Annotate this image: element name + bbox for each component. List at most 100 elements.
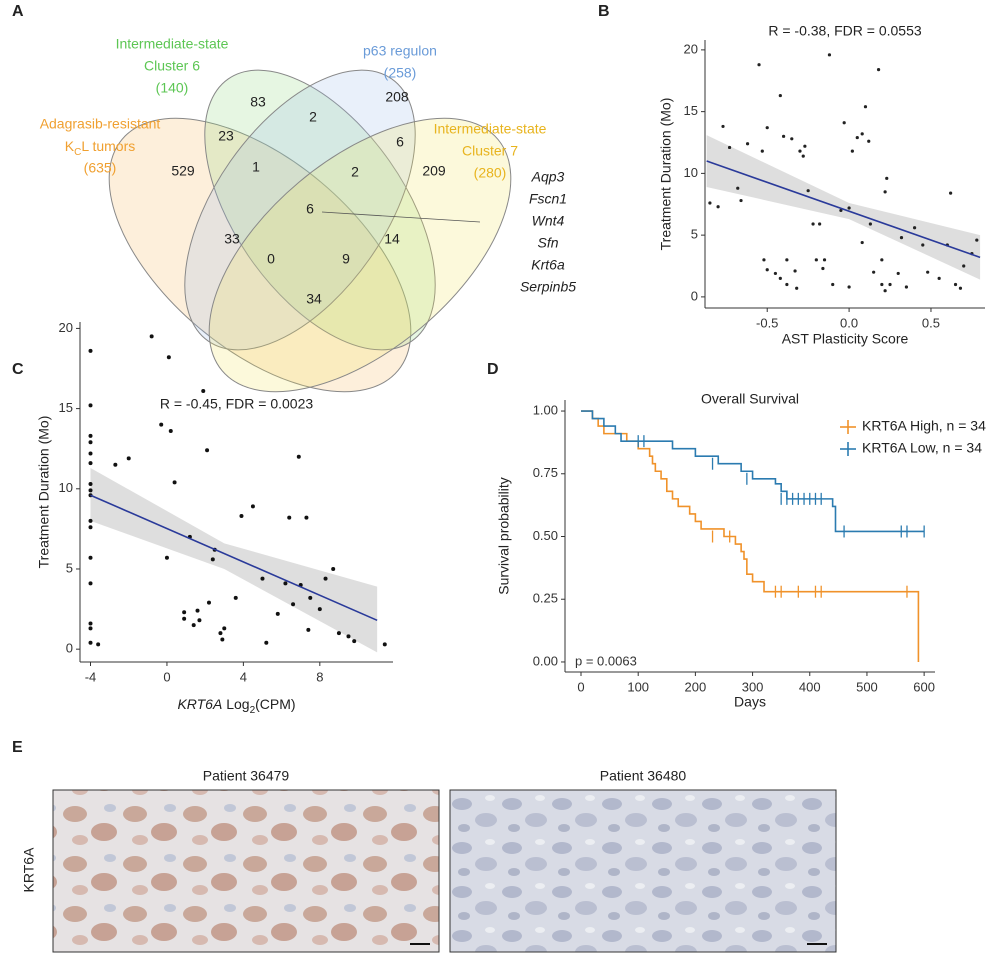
point	[765, 126, 769, 130]
point	[88, 488, 93, 493]
point	[842, 121, 846, 125]
point	[727, 145, 732, 150]
point	[855, 135, 859, 140]
point	[798, 149, 802, 153]
point	[765, 268, 769, 272]
y-tick-label: 15	[59, 400, 73, 415]
point	[781, 134, 786, 138]
point	[191, 623, 196, 628]
set-label: Adagrasib-resistant	[40, 116, 161, 132]
point	[323, 576, 328, 581]
point	[811, 222, 815, 226]
x-tick-label: 0	[163, 669, 170, 684]
point	[883, 190, 887, 194]
point	[757, 63, 761, 67]
gene: Wnt4	[532, 213, 565, 229]
row-label: KRT6A	[21, 847, 37, 893]
point	[352, 639, 357, 644]
set-label: Cluster 7	[462, 143, 518, 159]
point	[975, 238, 979, 242]
point	[883, 289, 887, 293]
y-tick-label: 0.25	[533, 591, 558, 606]
gene: Serpinb5	[520, 279, 576, 295]
point	[220, 637, 225, 642]
x-tick-label: 600	[913, 679, 935, 694]
y-tick-label: 20	[684, 41, 698, 56]
y-tick-label: 10	[59, 480, 73, 495]
x-tick-label: 0	[577, 679, 584, 694]
region-count: 9	[342, 251, 350, 267]
point	[949, 191, 953, 195]
region-count: 2	[309, 109, 317, 125]
point	[336, 631, 341, 636]
panel-letter: B	[598, 3, 610, 20]
point	[275, 611, 280, 616]
gene: Sfn	[537, 235, 558, 251]
point	[803, 144, 807, 148]
point	[896, 271, 900, 276]
venn-set	[208, 117, 512, 393]
point	[283, 581, 288, 586]
x-axis-label: AST Plasticity Score	[782, 331, 909, 347]
venn-set	[204, 69, 436, 351]
point	[195, 608, 200, 613]
point	[760, 149, 764, 153]
panel-letter: D	[487, 361, 499, 378]
point	[904, 285, 909, 289]
ihc-image	[52, 789, 440, 953]
point	[708, 201, 712, 205]
point	[308, 595, 313, 600]
point	[778, 93, 782, 98]
region-count: 529	[171, 163, 195, 179]
point	[346, 634, 351, 639]
point	[773, 271, 778, 276]
y-tick-label: 0.75	[533, 465, 558, 480]
point	[239, 514, 244, 519]
gene: Aqp3	[531, 169, 565, 185]
point	[880, 258, 884, 262]
point	[88, 555, 93, 560]
set-label: Intermediate-state	[434, 121, 547, 137]
venn-set	[108, 117, 412, 393]
point	[912, 226, 917, 230]
y-tick-label: 5	[691, 227, 698, 242]
point	[88, 621, 93, 626]
set-label-part: K	[65, 138, 75, 154]
x-tick-label: 400	[799, 679, 821, 694]
point	[88, 581, 93, 586]
point	[218, 631, 223, 636]
point	[953, 282, 958, 287]
point	[88, 626, 93, 631]
point	[899, 236, 904, 240]
point	[88, 440, 93, 445]
point	[785, 282, 789, 287]
legend-label: KRT6A Low, n = 34	[862, 440, 982, 456]
point	[888, 282, 892, 287]
survival-curve	[581, 410, 920, 662]
panel-letter: A	[12, 3, 24, 20]
x-label-gene: KRT6A	[177, 696, 222, 712]
y-axis-label: Treatment Duration (Mo)	[658, 98, 674, 251]
region-count: 209	[422, 163, 446, 179]
x-label-sub: 2	[250, 705, 256, 716]
point	[860, 132, 864, 136]
point	[926, 270, 930, 274]
gene: Krt6a	[531, 257, 565, 273]
region-count: 34	[306, 291, 322, 307]
point	[827, 53, 832, 57]
y-tick-label: 0.00	[533, 653, 558, 668]
point	[821, 266, 825, 271]
fit-line	[90, 494, 378, 622]
point	[847, 206, 851, 210]
region-count: 1	[252, 159, 260, 175]
point	[958, 286, 963, 290]
point	[197, 618, 202, 623]
ihc-image	[449, 789, 837, 953]
y-tick-label: 0	[691, 288, 698, 303]
point	[88, 403, 93, 408]
confidence-band	[706, 135, 981, 280]
x-tick-label: 8	[316, 669, 323, 684]
point	[159, 422, 164, 427]
point	[793, 269, 797, 273]
